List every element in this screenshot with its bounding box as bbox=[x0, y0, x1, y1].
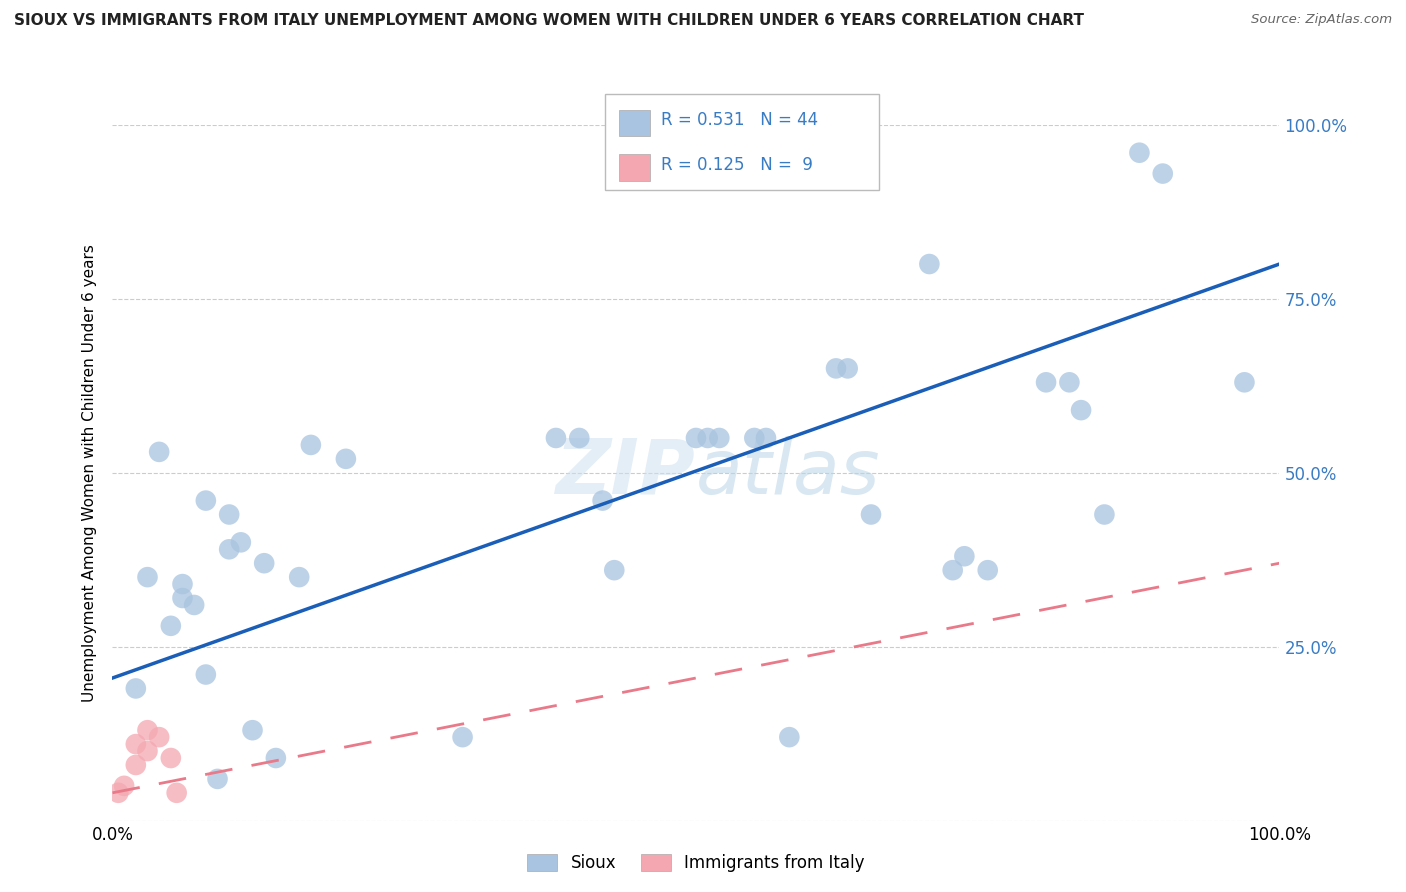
Point bbox=[136, 723, 159, 738]
Point bbox=[107, 786, 129, 800]
Point bbox=[709, 431, 731, 445]
Point bbox=[1070, 403, 1092, 417]
Point bbox=[1092, 508, 1115, 522]
Point bbox=[136, 570, 159, 584]
Point bbox=[125, 758, 148, 772]
Point bbox=[194, 667, 217, 681]
Point bbox=[264, 751, 287, 765]
Point bbox=[1128, 145, 1150, 160]
Y-axis label: Unemployment Among Women with Children Under 6 years: Unemployment Among Women with Children U… bbox=[82, 244, 97, 702]
Point bbox=[918, 257, 941, 271]
Text: R = 0.531   N = 44: R = 0.531 N = 44 bbox=[661, 112, 818, 129]
Point bbox=[825, 361, 848, 376]
Point bbox=[942, 563, 965, 577]
Point bbox=[544, 431, 567, 445]
Point bbox=[685, 431, 707, 445]
Point bbox=[125, 681, 148, 696]
Point bbox=[837, 361, 859, 376]
Point bbox=[859, 508, 883, 522]
Point bbox=[1035, 376, 1057, 390]
Point bbox=[242, 723, 264, 738]
Point bbox=[183, 598, 205, 612]
Point bbox=[335, 451, 357, 466]
Point bbox=[451, 730, 474, 744]
Legend: Sioux, Immigrants from Italy: Sioux, Immigrants from Italy bbox=[520, 847, 872, 879]
Point bbox=[696, 431, 718, 445]
Point bbox=[148, 730, 170, 744]
Text: R = 0.125   N =  9: R = 0.125 N = 9 bbox=[661, 156, 813, 174]
Point bbox=[299, 438, 322, 452]
Point bbox=[568, 431, 591, 445]
Point bbox=[755, 431, 778, 445]
Point bbox=[194, 493, 217, 508]
Text: ZIP: ZIP bbox=[557, 436, 696, 509]
Point bbox=[160, 619, 183, 633]
Point bbox=[112, 779, 135, 793]
Point bbox=[976, 563, 998, 577]
Point bbox=[603, 563, 626, 577]
Point bbox=[218, 508, 240, 522]
Point bbox=[136, 744, 159, 758]
Text: SIOUX VS IMMIGRANTS FROM ITALY UNEMPLOYMENT AMONG WOMEN WITH CHILDREN UNDER 6 YE: SIOUX VS IMMIGRANTS FROM ITALY UNEMPLOYM… bbox=[14, 13, 1084, 29]
Text: atlas: atlas bbox=[696, 436, 880, 509]
Point bbox=[288, 570, 311, 584]
Text: Source: ZipAtlas.com: Source: ZipAtlas.com bbox=[1251, 13, 1392, 27]
Point bbox=[148, 445, 170, 459]
Point bbox=[207, 772, 229, 786]
Point bbox=[160, 751, 183, 765]
Point bbox=[253, 556, 276, 570]
Point bbox=[125, 737, 148, 751]
Point bbox=[172, 591, 194, 605]
Point bbox=[229, 535, 252, 549]
Point bbox=[172, 577, 194, 591]
Point bbox=[742, 431, 765, 445]
Point bbox=[1233, 376, 1256, 390]
Point bbox=[166, 786, 188, 800]
Point bbox=[218, 542, 240, 557]
Point bbox=[592, 493, 614, 508]
Point bbox=[1059, 376, 1081, 390]
Point bbox=[1152, 167, 1174, 181]
Point bbox=[953, 549, 976, 564]
Point bbox=[778, 730, 800, 744]
